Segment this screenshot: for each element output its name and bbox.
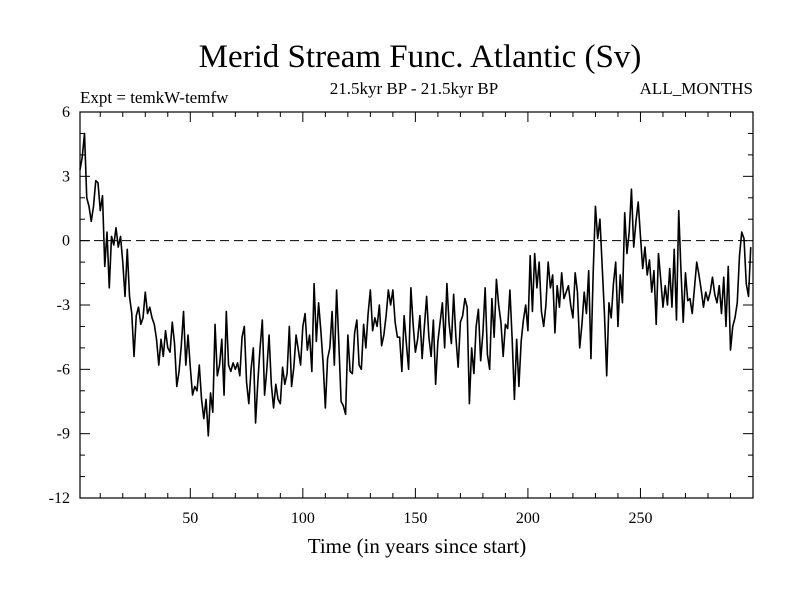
x-tick-label: 200 bbox=[516, 510, 540, 527]
y-tick-label: 0 bbox=[62, 233, 70, 250]
series-line bbox=[79, 132, 752, 437]
x-tick-label: 50 bbox=[182, 510, 198, 527]
y-tick-label: -9 bbox=[57, 426, 70, 443]
x-axis-ticks: 50 100 150 200 250 bbox=[99, 112, 731, 527]
x-tick-label: 150 bbox=[403, 510, 427, 527]
x-tick-label: 250 bbox=[628, 510, 652, 527]
y-tick-label: -6 bbox=[57, 361, 70, 378]
y-tick-label: 3 bbox=[62, 168, 70, 185]
y-axis-ticks: 6 3 0 -3 -6 -9 -12 bbox=[49, 104, 753, 507]
x-axis-label: Time (in years since start) bbox=[308, 534, 527, 558]
y-tick-label: -3 bbox=[57, 297, 70, 314]
chart-title: Merid Stream Func. Atlantic (Sv) bbox=[199, 39, 642, 75]
months-label: ALL_MONTHS bbox=[640, 79, 753, 98]
y-tick-label: -12 bbox=[49, 490, 70, 507]
experiment-label: Expt = temkW-temfw bbox=[80, 88, 229, 107]
x-tick-label: 100 bbox=[291, 510, 315, 527]
plot-frame bbox=[79, 111, 754, 499]
period-label: 21.5kyr BP - 21.5kyr BP bbox=[330, 79, 498, 98]
y-tick-label: 6 bbox=[62, 104, 70, 121]
